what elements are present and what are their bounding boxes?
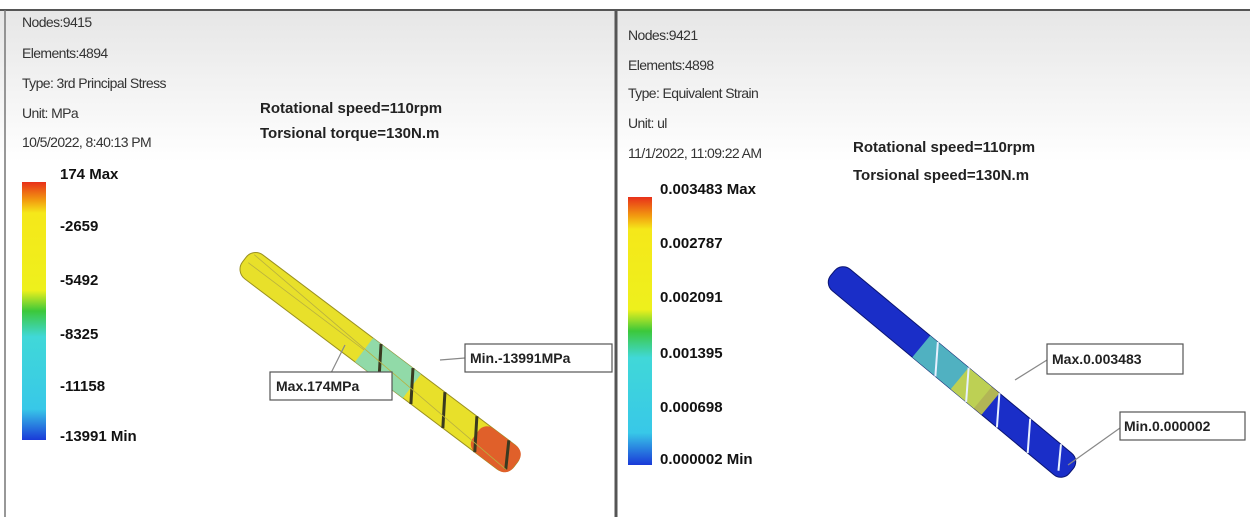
- info-text: Unit: MPa: [22, 105, 79, 121]
- info-text: Type: Equivalent Strain: [628, 85, 758, 101]
- info-text: Nodes:9421: [628, 27, 698, 43]
- legend-label: -5492: [60, 272, 98, 289]
- callout: Min.0.000002: [1124, 418, 1211, 434]
- annotation: Torsional speed=130N.m: [853, 167, 1029, 184]
- annotation: Rotational speed=110rpm: [853, 139, 1035, 156]
- legend-label: -2659: [60, 218, 98, 235]
- callout: Min.-13991MPa: [470, 350, 571, 366]
- callout: Max.174MPa: [276, 378, 359, 394]
- legend-label: -11158: [60, 378, 105, 395]
- info-text: Unit: ul: [628, 115, 667, 131]
- figure: Nodes:9415 Elements:4894 Type: 3rd Princ…: [0, 0, 1250, 517]
- legend-label: 0.001395: [660, 345, 723, 362]
- info-text: 11/1/2022, 11:09:22 AM: [628, 145, 761, 161]
- legend-label: 0.000002 Min: [660, 451, 753, 468]
- legend-label: 0.002787: [660, 235, 723, 252]
- legend-label: -13991 Min: [60, 428, 137, 445]
- color-bar: [628, 197, 652, 465]
- legend-label: 0.002091: [660, 289, 723, 306]
- legend-label: 0.003483 Max: [660, 181, 757, 198]
- info-text: Elements:4894: [22, 45, 108, 61]
- annotation: Torsional torque=130N.m: [260, 125, 439, 142]
- callout: Max.0.003483: [1052, 351, 1142, 367]
- info-text: 10/5/2022, 8:40:13 PM: [22, 134, 151, 150]
- info-text: Nodes:9415: [22, 14, 92, 30]
- info-text: Elements:4898: [628, 57, 714, 73]
- annotation: Rotational speed=110rpm: [260, 100, 442, 117]
- info-text: Type: 3rd Principal Stress: [22, 75, 167, 91]
- legend-label: -8325: [60, 326, 98, 343]
- legend-label: 0.000698: [660, 399, 723, 416]
- background: [0, 10, 1250, 517]
- legend-label: 174 Max: [60, 166, 119, 183]
- color-bar: [22, 182, 46, 440]
